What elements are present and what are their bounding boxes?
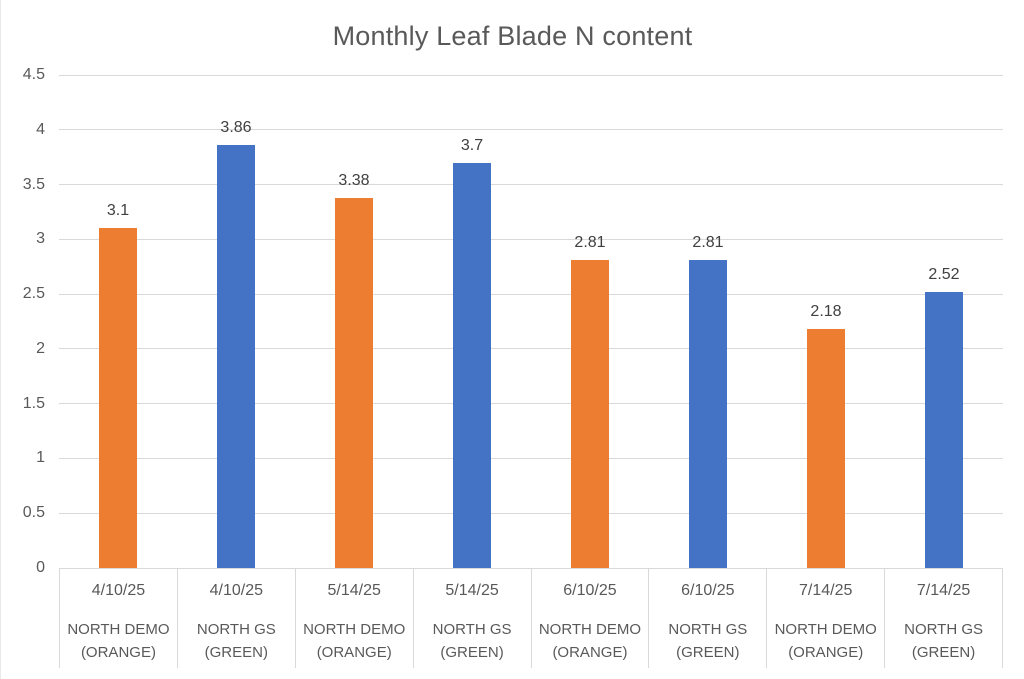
gridline (59, 512, 1003, 514)
bar (453, 162, 491, 568)
x-category-cell: 6/10/25 NORTH DEMO (ORANGE) (530, 568, 649, 668)
bar (689, 260, 727, 568)
bar (571, 260, 609, 568)
gridline (59, 184, 1003, 186)
x-category-cell: 5/14/25 NORTH DEMO (ORANGE) (294, 568, 413, 668)
y-axis: 0 0.5 1 1.5 2 2.5 3 3.5 4 4.5 (1, 66, 45, 576)
bar-value-label: 3.7 (460, 136, 484, 154)
plot-area: 3.1 3.86 3.38 3.7 2.81 2.81 2.18 2.52 (59, 74, 1003, 569)
x-category-cell: 7/14/25 NORTH GS (GREEN) (884, 568, 1003, 668)
x-series-label: NORTH DEMO (ORANGE) (774, 621, 877, 661)
x-date-label: 4/10/25 (209, 582, 263, 599)
y-tick-label: 0.5 (22, 504, 45, 522)
bar (925, 291, 963, 568)
x-axis: 4/10/25 NORTH DEMO (ORANGE) 4/10/25 NORTH G… (59, 568, 1003, 668)
x-series-label: NORTH DEMO (ORANGE) (303, 621, 406, 661)
y-tick-label: 3 (36, 230, 45, 248)
x-date-label: 5/14/25 (327, 582, 381, 599)
x-series-label: NORTH GS (GREEN) (432, 621, 512, 661)
bar (217, 145, 255, 568)
gridline (59, 348, 1003, 350)
gridline (59, 129, 1003, 131)
y-tick-label: 0 (36, 559, 45, 576)
bar-value-label: 2.18 (810, 303, 842, 321)
x-date-label: 5/14/25 (445, 582, 499, 599)
y-tick-label: 3.5 (22, 175, 45, 193)
gridline (59, 74, 1003, 76)
x-category-cell: 6/10/25 NORTH GS (GREEN) (648, 568, 766, 668)
y-tick-label: 4.5 (22, 66, 45, 83)
gridline (59, 403, 1003, 405)
bar (99, 228, 137, 568)
bar-value-label: 2.81 (574, 234, 606, 252)
bar (807, 329, 845, 568)
bar-value-label: 2.52 (928, 265, 960, 283)
bar-value-label: 3.38 (338, 171, 370, 189)
gridline (59, 457, 1003, 459)
x-series-label: NORTH GS (GREEN) (904, 621, 984, 661)
x-date-label: 6/10/25 (563, 582, 617, 599)
gridline (59, 293, 1003, 295)
bar-value-label: 2.81 (692, 234, 724, 252)
x-date-label: 7/14/25 (916, 582, 971, 599)
gridline (59, 238, 1003, 240)
bar-value-label: 3.1 (106, 202, 130, 220)
x-date-label: 4/10/25 (91, 582, 146, 599)
y-tick-label: 1.5 (22, 394, 45, 412)
y-tick-label: 1 (36, 449, 45, 467)
bar (335, 197, 373, 568)
x-date-label: 6/10/25 (681, 582, 735, 599)
y-tick-label: 2 (36, 339, 45, 357)
x-category-cell: 4/10/25 NORTH DEMO (ORANGE) (59, 568, 177, 668)
y-tick-label: 4 (36, 120, 45, 138)
x-category-cell: 4/10/25 NORTH GS (GREEN) (176, 568, 295, 668)
x-series-label: NORTH GS (GREEN) (196, 621, 276, 661)
y-tick-label: 2.5 (22, 285, 45, 303)
x-category-cell: 7/14/25 NORTH DEMO (ORANGE) (766, 568, 884, 668)
chart-title: Monthly Leaf Blade N content (332, 21, 693, 51)
x-series-label: NORTH DEMO (ORANGE) (538, 621, 642, 661)
x-date-label: 7/14/25 (798, 582, 853, 599)
x-category-cell: 5/14/25 NORTH GS (GREEN) (412, 568, 531, 668)
x-series-label: NORTH DEMO (ORANGE) (67, 621, 170, 661)
x-series-label: NORTH GS (GREEN) (668, 621, 748, 661)
bar-value-label: 3.86 (220, 119, 252, 137)
